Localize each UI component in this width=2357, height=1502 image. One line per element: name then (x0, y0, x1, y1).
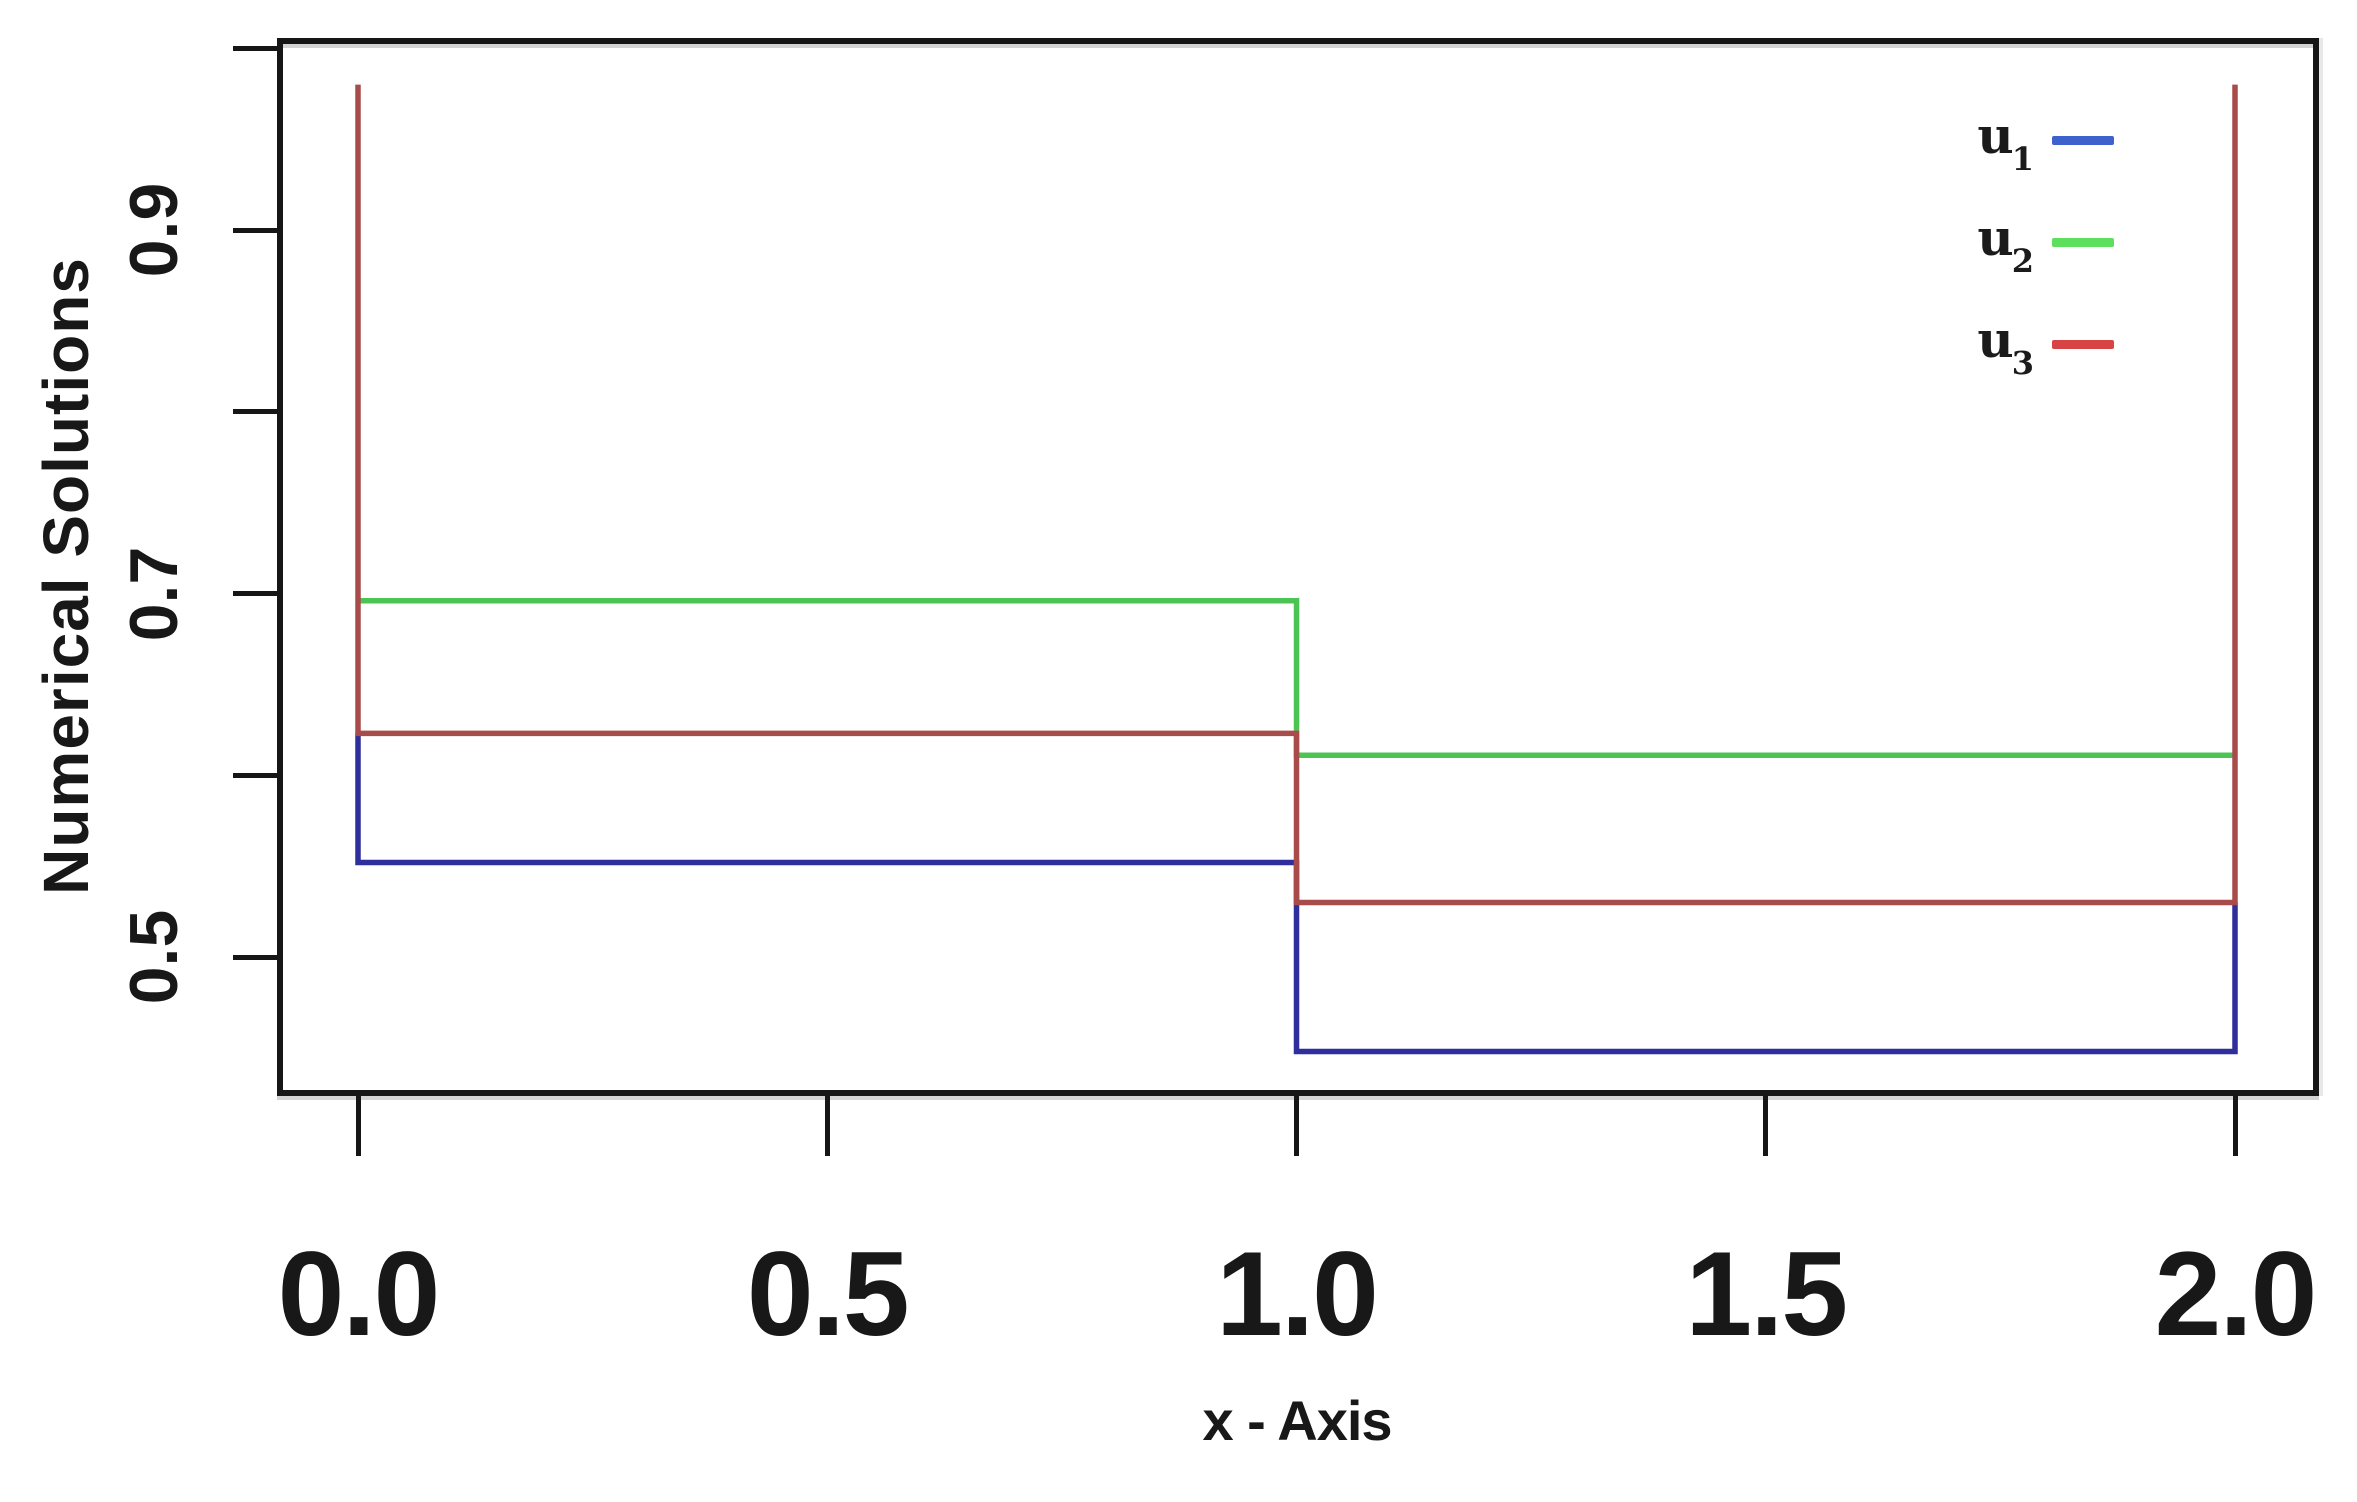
y-axis-title: Numerical Solutions (30, 257, 102, 895)
y-tick-mark (233, 227, 277, 233)
x-tick-label: 0.5 (746, 1227, 910, 1361)
legend-label: u3 (1977, 310, 2034, 382)
y-tick-label: 0.7 (116, 546, 192, 641)
x-tick-mark (355, 1094, 361, 1156)
legend-item-u2: u2 (1854, 208, 2114, 280)
y-tick-mark (233, 591, 277, 596)
y-tick-mark (233, 772, 277, 778)
x-tick-mark (824, 1094, 830, 1156)
x-tick-label: 2.0 (2154, 1227, 2318, 1361)
x-tick-label: 1.0 (1216, 1227, 1379, 1361)
y-tick-mark (233, 409, 277, 415)
y-tick-label: 0.9 (116, 182, 192, 278)
plot-frame (277, 38, 2319, 1096)
x-tick-mark (1763, 1094, 1769, 1156)
legend-label: u2 (1977, 208, 2034, 280)
series-line-u3 (355, 84, 2238, 906)
x-axis-title: x - Axis (1202, 1389, 1392, 1452)
y-tick-mark (233, 954, 277, 960)
legend-label: u1 (1977, 106, 2034, 178)
x-tick-mark (1294, 1094, 1299, 1156)
x-tick-mark (2232, 1094, 2238, 1156)
legend-item-u1: u1 (1854, 106, 2114, 178)
legend-line-swatch (2052, 135, 2114, 145)
y-tick-label: 0.5 (116, 909, 192, 1005)
legend-line-swatch (2052, 339, 2114, 349)
series-line-u2 (358, 598, 2235, 759)
series-line-u1 (355, 733, 2238, 1055)
x-tick-label: 0.0 (277, 1227, 441, 1361)
x-tick-label: 1.5 (1685, 1227, 1848, 1361)
legend-line-swatch (2052, 237, 2114, 247)
legend-item-u3: u3 (1854, 310, 2114, 382)
y-tick-mark (233, 45, 277, 51)
